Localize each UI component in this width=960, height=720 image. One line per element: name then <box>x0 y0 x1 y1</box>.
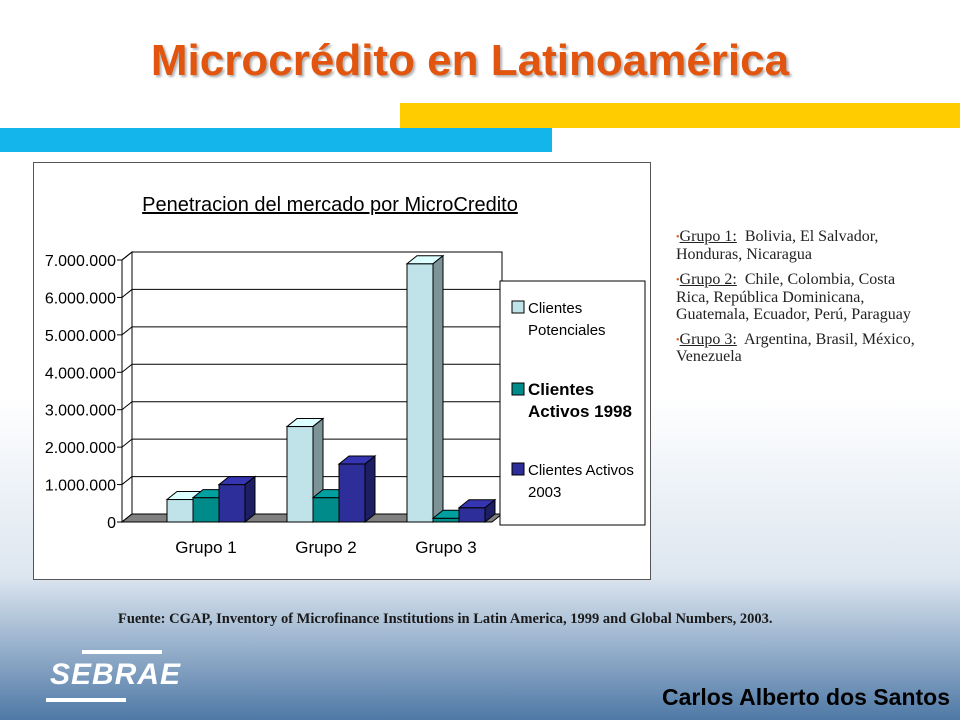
bar-front <box>312 497 340 523</box>
bar-front <box>338 463 366 523</box>
group-countries: Chile, Colombia, Costa Rica, República D… <box>676 270 911 323</box>
gridline-side <box>121 289 133 298</box>
logo-line-bottom <box>46 698 126 702</box>
gridline-side <box>121 363 133 373</box>
bar-front <box>192 497 220 523</box>
bar-front <box>432 517 460 523</box>
group-name: Grupo 3: <box>679 330 737 348</box>
group-countries: Bolivia, El Salvador, Honduras, Nicaragu… <box>676 228 879 263</box>
bar-front <box>406 263 434 523</box>
y-tick-label: 0 <box>107 515 116 532</box>
y-tick-label: 6.000.000 <box>45 290 116 307</box>
logo-line-top <box>82 650 162 654</box>
group-name: Grupo 2: <box>679 270 737 288</box>
legend-label: Activos 1998 <box>528 402 632 421</box>
y-tick-label: 2.000.000 <box>45 440 116 457</box>
logo-text: SEBRAE <box>50 658 182 691</box>
group-name: Grupo 1: <box>679 228 737 245</box>
y-tick-label: 1.000.000 <box>45 478 116 495</box>
bullet-icon: • <box>676 334 680 346</box>
bar-front <box>458 507 486 523</box>
chart-container: Penetracion del mercado por MicroCredito… <box>33 162 651 580</box>
gridline-side <box>121 438 133 448</box>
gridline-side <box>121 401 133 411</box>
cyan-accent-band <box>0 128 552 152</box>
bar-front <box>286 426 314 523</box>
bullet-icon: • <box>676 274 680 286</box>
y-tick-label: 4.000.000 <box>45 365 116 382</box>
bar-chart: Penetracion del mercado por MicroCredito… <box>45 194 646 557</box>
source-citation: Fuente: CGAP, Inventory of Microfinance … <box>118 611 773 627</box>
chart-title: Penetracion del mercado por MicroCredito <box>142 194 518 216</box>
x-tick-label: Grupo 3 <box>415 538 476 557</box>
gridline-side <box>121 476 133 485</box>
legend-label: Potenciales <box>528 322 606 339</box>
group-list: •Grupo 1: Bolivia, El Salvador, Honduras… <box>676 228 916 373</box>
legend-label: 2003 <box>528 484 561 501</box>
sebrae-logo: SEBRAE <box>42 640 180 714</box>
legend-label: Clientes Activos <box>528 462 634 479</box>
group-countries: Argentina, Brasil, México, Venezuela <box>676 330 915 366</box>
group-item-1: •Grupo 1: Bolivia, El Salvador, Honduras… <box>676 228 916 263</box>
y-tick-label: 7.000.000 <box>45 253 116 270</box>
x-tick-label: Grupo 2 <box>295 538 356 557</box>
x-tick-label: Grupo 1 <box>175 538 236 557</box>
slide-title: Microcrédito en Latinoamérica <box>150 36 790 85</box>
legend-swatch <box>511 300 525 314</box>
group-item-3: •Grupo 3: Argentina, Brasil, México, Ven… <box>676 331 916 366</box>
bar-side <box>432 254 444 524</box>
gridline-side <box>121 251 133 261</box>
bar-side <box>364 454 376 524</box>
legend-swatch <box>511 382 525 396</box>
legend-label: Clientes <box>528 380 594 399</box>
gridline-side <box>121 326 133 336</box>
bar-side <box>484 498 496 524</box>
bullet-icon: • <box>676 231 680 243</box>
group-item-2: •Grupo 2: Chile, Colombia, Costa Rica, R… <box>676 271 916 323</box>
chart-side-wall <box>121 250 133 524</box>
y-tick-label: 5.000.000 <box>45 328 116 345</box>
bar-front <box>218 484 246 523</box>
bar-front <box>166 499 194 523</box>
legend-box <box>499 280 646 526</box>
legend-label: Clientes <box>528 300 582 317</box>
yellow-accent-band <box>400 103 960 128</box>
author-name: Carlos Alberto dos Santos <box>662 684 950 710</box>
y-tick-label: 3.000.000 <box>45 403 116 420</box>
bar-side <box>244 475 256 524</box>
legend-swatch <box>511 462 525 476</box>
